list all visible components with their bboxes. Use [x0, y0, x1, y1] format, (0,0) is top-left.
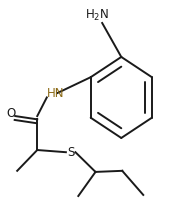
- Text: HN: HN: [47, 87, 64, 100]
- Text: O: O: [6, 107, 15, 120]
- Text: S: S: [67, 146, 74, 159]
- Text: H$_2$N: H$_2$N: [85, 8, 109, 23]
